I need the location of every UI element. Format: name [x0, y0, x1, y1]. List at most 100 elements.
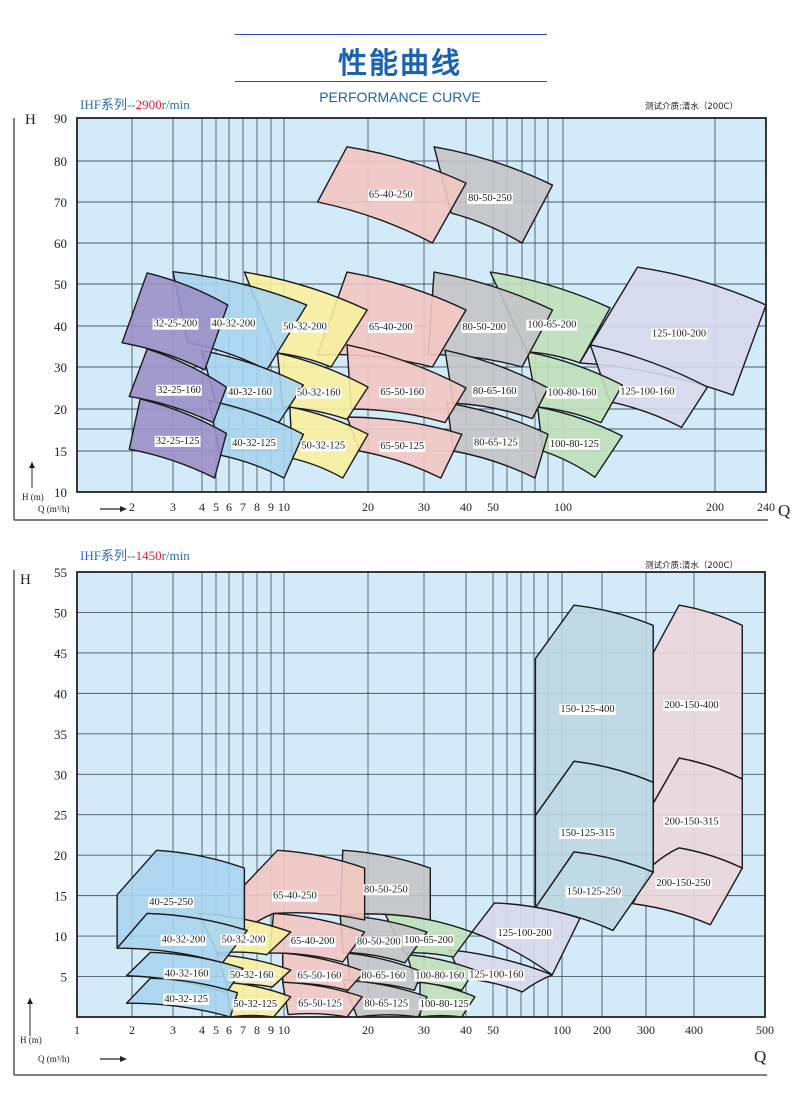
- arrow-up-icon: [27, 998, 33, 1004]
- region-label: 32-25-160: [157, 385, 201, 396]
- region-label: 65-50-125: [298, 999, 342, 1010]
- header-rule-bottom: [235, 81, 547, 82]
- x-axis-label: Q: [778, 501, 790, 520]
- region-label: 200-150-400: [664, 700, 718, 711]
- x-tick-label: 30: [418, 1023, 430, 1037]
- region-label: 65-40-200: [369, 322, 413, 333]
- region-shape: [489, 271, 611, 364]
- region-shape: [346, 344, 467, 424]
- x-tick-label: 7: [240, 500, 246, 514]
- x-tick-label: 2: [129, 1023, 135, 1037]
- x-tick-label: 6: [226, 500, 232, 514]
- region-label-bg: [300, 440, 347, 452]
- x-tick-label: 10: [278, 500, 290, 514]
- chart1-test-medium: 测试介质:清水（200C）: [644, 102, 738, 112]
- region-label-bg: [156, 384, 202, 396]
- header-rule-top: [235, 34, 547, 35]
- chart2-series-title: IHF系列--1450r/min: [80, 545, 190, 564]
- region-label: 80-50-250: [364, 884, 408, 895]
- y-tick-label: 80: [54, 154, 67, 169]
- x-tick-label: 2: [129, 500, 135, 514]
- region-label-bg: [367, 189, 414, 201]
- y-tick-label: 5: [61, 970, 68, 985]
- plot-border: [76, 117, 767, 493]
- x-tick-label: 40: [460, 500, 472, 514]
- region-label-bg: [210, 318, 257, 330]
- region-label: 40-32-125: [164, 994, 208, 1005]
- region-label: 80-65-125: [364, 999, 408, 1010]
- region-label: 80-50-200: [462, 322, 506, 333]
- x-tick-label: 50: [487, 1023, 499, 1037]
- region-label-bg: [663, 700, 720, 712]
- region-label: 65-40-200: [291, 936, 335, 947]
- region-label-bg: [163, 968, 210, 980]
- x-tick-label: 100: [553, 1023, 571, 1037]
- y-tick-label: 55: [54, 565, 67, 580]
- region-label-bg: [228, 970, 275, 982]
- region-label-bg: [231, 438, 277, 450]
- y-tick-label: 10: [54, 485, 67, 500]
- region-label-bg: [289, 936, 336, 948]
- pump-region: [526, 351, 623, 424]
- region-label-bg: [296, 970, 343, 982]
- region-label: 40-32-160: [228, 387, 272, 398]
- region-label: 40-32-125: [232, 438, 276, 449]
- series-prefix: IHF系列--: [80, 97, 136, 112]
- region-label: 65-50-125: [380, 441, 424, 452]
- region-label-bg: [565, 886, 623, 898]
- plot-border: [76, 571, 766, 1018]
- region-label: 80-65-160: [362, 970, 406, 981]
- region-shape: [526, 351, 623, 424]
- region-label: 40-25-250: [149, 897, 193, 908]
- x-tick-label: 30: [418, 500, 430, 514]
- region-label: 50-32-125: [233, 999, 277, 1010]
- region-label-bg: [559, 704, 616, 716]
- x-tick-label: 6: [226, 1023, 232, 1037]
- y-axis-label: H: [20, 572, 31, 588]
- region-label: 80-50-250: [468, 193, 512, 204]
- x-tick-label: 400: [685, 1023, 703, 1037]
- region-label: 50-32-160: [230, 970, 274, 981]
- region-label-bg: [655, 877, 712, 889]
- x-tick-label: 9: [268, 1023, 274, 1037]
- region-label-bg: [526, 319, 578, 331]
- region-label: 80-65-125: [474, 438, 518, 449]
- y-tick-label: 70: [54, 195, 67, 210]
- y-tick-label: 45: [54, 646, 67, 661]
- region-label-bg: [471, 385, 518, 397]
- region-label-bg: [163, 993, 210, 1005]
- region-label: 150-125-315: [560, 828, 614, 839]
- region-label-bg: [650, 328, 708, 340]
- x-tick-label: 4: [199, 500, 205, 514]
- region-label-bg: [418, 999, 470, 1011]
- arrow-up-icon: [29, 462, 35, 468]
- region-label: 32-25-125: [156, 436, 200, 447]
- y-tick-label: 40: [54, 686, 67, 701]
- x-tick-label: 5: [213, 1023, 219, 1037]
- region-label-bg: [363, 998, 410, 1010]
- region-label: 65-50-160: [380, 387, 424, 398]
- region-label-bg: [295, 387, 342, 399]
- region-label-bg: [663, 816, 720, 828]
- speed-value: 2900: [135, 97, 162, 112]
- region-label-bg: [271, 890, 318, 902]
- region-label: 40-32-200: [162, 935, 206, 946]
- region-label: 100-80-125: [420, 999, 469, 1010]
- region-label-bg: [619, 386, 676, 398]
- y-tick-label: 25: [54, 808, 67, 823]
- y-axis-unit: H (m): [20, 1035, 42, 1045]
- y-tick-label: 60: [54, 236, 67, 251]
- region-label: 50-32-125: [301, 440, 345, 451]
- x-tick-label: 10: [278, 1023, 290, 1037]
- region-label: 80-50-200: [357, 937, 401, 948]
- x-tick-label: 5: [213, 500, 219, 514]
- x-tick-label: 9: [268, 500, 274, 514]
- x-tick-label: 50: [487, 500, 499, 514]
- region-shape: [589, 344, 709, 429]
- region-label-bg: [154, 435, 201, 447]
- region-label: 65-40-250: [369, 190, 413, 201]
- region-label-bg: [363, 884, 409, 896]
- x-tick-label: 100: [554, 500, 572, 514]
- y-tick-label: 10: [54, 929, 67, 944]
- x-axis-unit: Q (m³/h): [38, 1054, 69, 1064]
